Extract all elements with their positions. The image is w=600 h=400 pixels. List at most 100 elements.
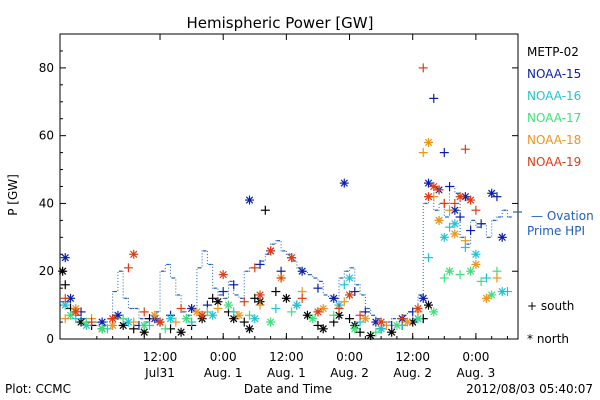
point-noaa-19 (176, 304, 186, 313)
point-noaa-18 (318, 304, 328, 313)
point-noaa-16 (271, 304, 281, 313)
point-noaa-15 (187, 304, 197, 313)
point-noaa-19 (397, 314, 407, 324)
point-noaa-19 (434, 185, 444, 195)
y-axis: 0 20 40 60 80 (39, 50, 518, 346)
point-noaa-17 (466, 266, 476, 276)
point-noaa-17 (160, 324, 170, 334)
point-noaa-17 (308, 314, 318, 324)
point-noaa-15 (329, 293, 339, 303)
point-noaa-17 (202, 307, 212, 317)
point-noaa-19 (139, 307, 149, 317)
point-noaa-18 (434, 215, 444, 225)
point-noaa-18 (129, 317, 139, 327)
point-noaa-19 (297, 293, 307, 303)
point-metp-02 (245, 324, 255, 334)
point-noaa-19 (155, 317, 165, 327)
point-noaa-17 (476, 276, 486, 286)
point-noaa-15 (350, 287, 360, 297)
point-noaa-18 (424, 137, 434, 147)
point-noaa-17 (97, 324, 107, 334)
point-noaa-19 (239, 297, 249, 307)
point-noaa-16 (187, 317, 197, 327)
point-noaa-17 (118, 314, 128, 324)
x-tick-label-time: 12:00 (395, 350, 430, 364)
legend-entry-noaa-17: NOAA-17 (527, 111, 581, 125)
point-noaa-19 (424, 192, 434, 202)
x-tick-label-time: 12:00 (143, 350, 178, 364)
point-metp-02 (302, 310, 312, 320)
point-noaa-19 (460, 144, 470, 154)
point-metp-02 (239, 317, 249, 327)
chart-title: Hemispheric Power [GW] (187, 14, 374, 32)
point-noaa-16 (208, 310, 218, 320)
point-noaa-15 (297, 266, 307, 276)
point-noaa-19 (376, 317, 386, 327)
y-tick-label: 60 (39, 129, 54, 143)
point-noaa-16 (250, 314, 260, 324)
point-noaa-19 (276, 273, 286, 283)
point-noaa-19 (60, 293, 70, 303)
point-noaa-17 (350, 324, 360, 334)
x-axis-label: Date and Time (244, 382, 332, 396)
point-noaa-17 (245, 310, 255, 320)
point-noaa-15 (229, 280, 239, 290)
point-noaa-15 (97, 317, 107, 327)
footer-timestamp: 2012/08/03 05:40:07 (466, 382, 593, 396)
point-noaa-17 (455, 270, 465, 280)
point-metp-02 (366, 331, 376, 341)
point-noaa-19 (218, 270, 228, 280)
x-tick-label-date: Aug. 2 (393, 366, 432, 380)
point-noaa-17 (371, 327, 381, 337)
point-noaa-17 (329, 310, 339, 320)
point-noaa-15 (439, 148, 449, 158)
point-noaa-17 (181, 314, 191, 324)
point-noaa-18 (492, 273, 502, 283)
point-noaa-19 (313, 307, 323, 317)
point-noaa-19 (250, 263, 260, 273)
point-metp-02 (355, 327, 365, 337)
point-noaa-16 (60, 300, 70, 310)
point-metp-02 (176, 327, 186, 337)
legend-entry-noaa-15: NOAA-15 (527, 67, 581, 81)
point-noaa-15 (476, 219, 486, 229)
point-noaa-17 (445, 266, 455, 276)
point-noaa-16 (229, 307, 239, 317)
point-noaa-16 (445, 222, 455, 232)
point-noaa-16 (339, 280, 349, 290)
point-metp-02 (260, 205, 270, 215)
point-noaa-19 (334, 304, 344, 313)
y-tick-label: 20 (39, 264, 54, 278)
point-noaa-19 (345, 290, 355, 300)
point-metp-02 (139, 327, 149, 337)
point-noaa-18 (339, 297, 349, 307)
point-noaa-19 (450, 198, 460, 208)
point-noaa-15 (492, 192, 502, 202)
point-metp-02 (387, 327, 397, 337)
point-noaa-18 (402, 317, 412, 327)
point-noaa-17 (139, 320, 149, 330)
legend-entry-noaa-19: NOAA-19 (527, 155, 581, 169)
legend-north: * north (527, 332, 569, 346)
point-noaa-19 (455, 192, 465, 202)
point-noaa-18 (418, 148, 428, 158)
point-noaa-17 (439, 273, 449, 283)
x-tick-label-date: Jul31 (144, 366, 175, 380)
point-noaa-19 (413, 304, 423, 313)
point-noaa-18 (150, 310, 160, 320)
footer-plot-credit: Plot: CCMC (5, 382, 71, 396)
point-noaa-19 (108, 314, 118, 324)
point-noaa-19 (355, 310, 365, 320)
y-tick-label: 0 (46, 332, 54, 346)
point-noaa-18 (171, 317, 181, 327)
x-axis: 12:00 Jul31 0:00 Aug. 1 12:00 Aug. 1 0:00 Aug. … (96, 34, 508, 380)
point-noaa-18 (213, 304, 223, 313)
y-tick-label: 40 (39, 196, 54, 210)
x-tick-label-time: 0:00 (336, 350, 363, 364)
point-metp-02 (424, 300, 434, 310)
point-noaa-18 (481, 293, 491, 303)
point-noaa-18 (234, 310, 244, 320)
legend-entry-noaa-16: NOAA-16 (527, 89, 581, 103)
point-noaa-15 (455, 212, 465, 222)
point-noaa-15 (218, 287, 228, 297)
